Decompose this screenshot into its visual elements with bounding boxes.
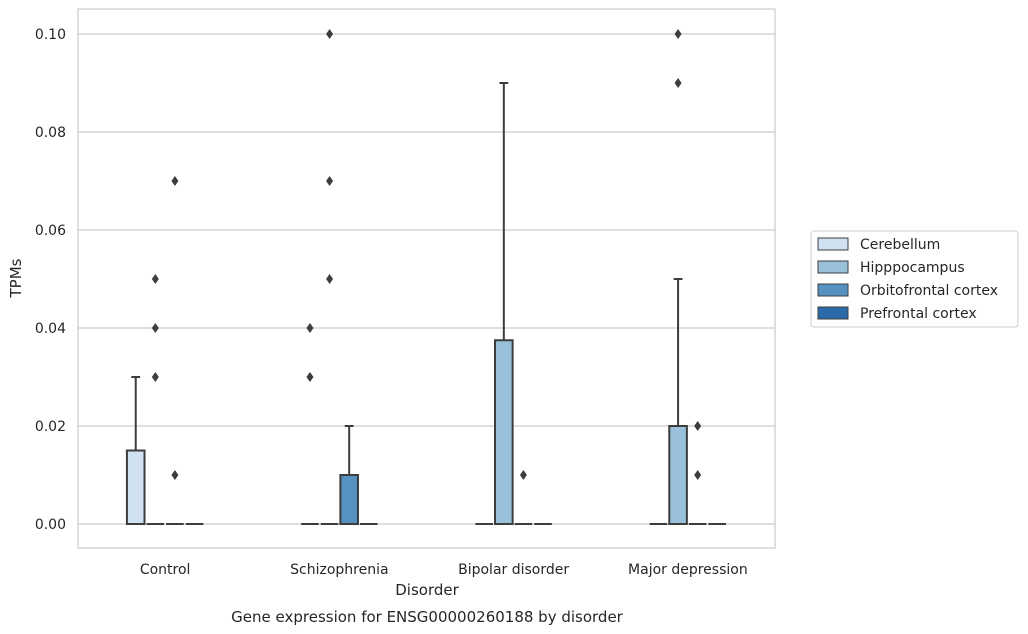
legend-frame (810, 230, 1019, 328)
x-tick-label: Control (140, 562, 191, 578)
outlier-point (151, 274, 159, 284)
outlier-point (326, 274, 334, 284)
outlier-point (519, 470, 527, 480)
outlier-point (326, 29, 334, 39)
y-tick-label: 0.06 (35, 223, 66, 239)
x-tick-label: Bipolar disorder (458, 562, 569, 578)
legend-swatch (817, 306, 849, 320)
legend-swatch (817, 260, 849, 274)
box (494, 339, 514, 525)
outlier-point (694, 421, 702, 431)
y-tick-label: 0.00 (35, 517, 66, 533)
y-tick-label: 0.04 (35, 321, 66, 337)
outlier-point (694, 470, 702, 480)
box (339, 474, 359, 525)
chart-caption: Gene expression for ENSG00000260188 by d… (231, 608, 624, 626)
y-axis-ticks: 0.00 0.02 0.04 0.06 0.08 0.10 (35, 27, 66, 533)
outlier-point (326, 176, 334, 186)
legend-label: Orbitofrontal cortex (860, 283, 998, 299)
box (125, 449, 146, 525)
legend-swatch (817, 283, 849, 297)
x-tick-label: Schizophrenia (290, 562, 388, 578)
x-tick-label: Major depression (628, 562, 748, 578)
y-tick-label: 0.08 (35, 125, 66, 141)
outlier-point (151, 372, 159, 382)
outlier-point (674, 78, 682, 88)
outlier-point (171, 176, 179, 186)
legend-swatch (817, 237, 849, 251)
y-tick-label: 0.10 (35, 27, 66, 43)
legend-label: Cerebellum (860, 237, 940, 253)
legend: Cerebellum Hipppocampus Orbitofrontal cort… (810, 230, 1019, 328)
outlier-point (306, 323, 314, 333)
outlier-point (306, 372, 314, 382)
y-axis-label: TPMs (7, 258, 25, 298)
outlier-point (171, 470, 179, 480)
legend-label: Prefrontal cortex (860, 306, 977, 322)
series-hipppocampus (146, 29, 688, 525)
legend-label: Hipppocampus (860, 260, 965, 276)
box (668, 425, 688, 525)
outlier-point (674, 29, 682, 39)
series-cerebellum (125, 323, 668, 525)
outlier-point (151, 323, 159, 333)
series-orbitofrontal-cortex (166, 176, 707, 525)
plot-frame (77, 8, 776, 549)
x-axis-ticks: Control Schizophrenia Bipolar disorder Majo… (140, 562, 748, 578)
box-series-layer (125, 29, 727, 525)
y-tick-label: 0.02 (35, 419, 66, 435)
x-axis-label: Disorder (395, 581, 459, 599)
